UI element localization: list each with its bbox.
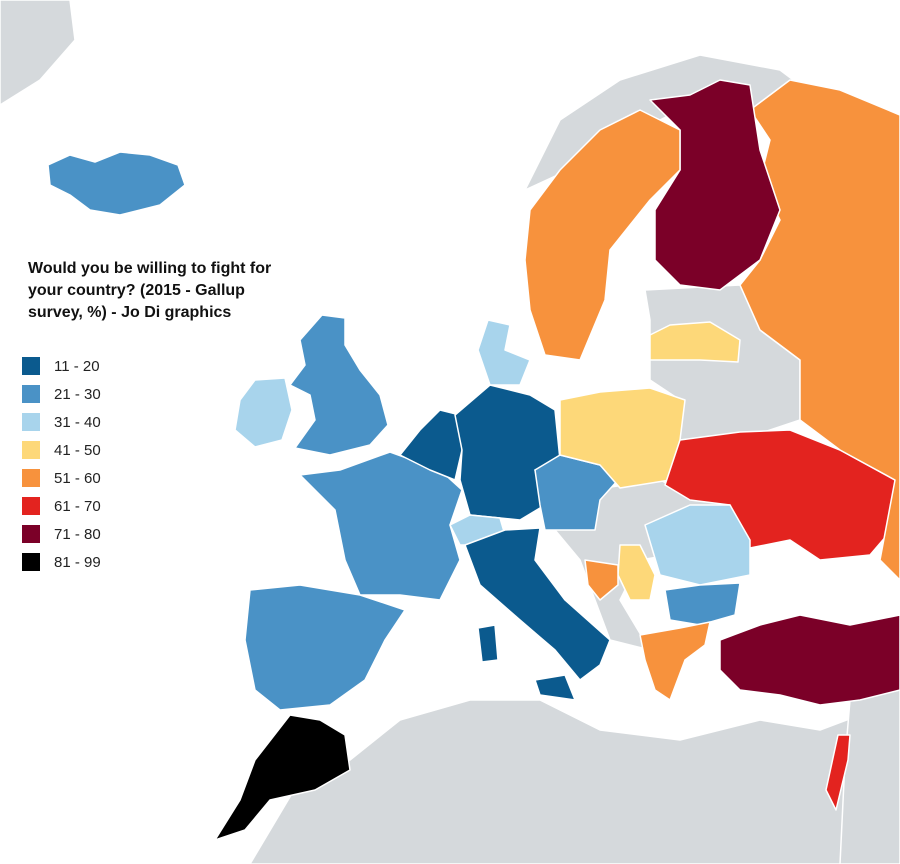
legend-swatch: [22, 497, 40, 515]
bosnia: [584, 559, 619, 601]
denmark: [477, 319, 531, 386]
legend-item: 61 - 70: [22, 492, 101, 520]
map-title: Would you be willing to fight for your c…: [28, 260, 272, 321]
legend-label: 81 - 99: [54, 553, 101, 571]
sweden-norway: [524, 109, 681, 361]
legend-item: 71 - 80: [22, 520, 101, 548]
legend-label: 11 - 20: [54, 357, 100, 375]
legend: 11 - 20 21 - 30 31 - 40 41 - 50 51 - 60 61 - …: [22, 352, 101, 576]
iberia: [244, 584, 406, 711]
turkey: [719, 614, 900, 706]
legend-item: 11 - 20: [22, 352, 101, 380]
legend-swatch: [22, 357, 40, 375]
legend-label: 21 - 30: [54, 385, 101, 403]
latvia: [649, 321, 741, 363]
sardinia: [477, 624, 499, 663]
africa: [249, 699, 900, 864]
legend-swatch: [22, 385, 40, 403]
legend-label: 61 - 70: [54, 497, 101, 515]
france: [299, 451, 463, 601]
ukraine: [664, 429, 900, 561]
iceland: [47, 151, 186, 216]
united-kingdom: [289, 314, 389, 456]
bulgaria: [664, 582, 741, 626]
greece: [639, 621, 711, 701]
morocco: [214, 714, 351, 841]
finland: [649, 79, 781, 291]
ireland: [234, 377, 293, 448]
legend-swatch: [22, 553, 40, 571]
middle-east: [839, 689, 900, 864]
legend-label: 41 - 50: [54, 441, 101, 459]
legend-swatch: [22, 469, 40, 487]
legend-swatch: [22, 525, 40, 543]
legend-item: 31 - 40: [22, 408, 101, 436]
legend-item: 51 - 60: [22, 464, 101, 492]
legend-swatch: [22, 441, 40, 459]
legend-item: 41 - 50: [22, 436, 101, 464]
israel: [825, 734, 851, 811]
sicily: [534, 674, 576, 701]
greenland: [0, 0, 76, 106]
legend-item: 81 - 99: [22, 548, 101, 576]
romania: [644, 504, 751, 586]
legend-item: 21 - 30: [22, 380, 101, 408]
legend-label: 71 - 80: [54, 525, 101, 543]
legend-label: 31 - 40: [54, 413, 101, 431]
legend-label: 51 - 60: [54, 469, 101, 487]
legend-swatch: [22, 413, 40, 431]
italy: [464, 527, 611, 681]
